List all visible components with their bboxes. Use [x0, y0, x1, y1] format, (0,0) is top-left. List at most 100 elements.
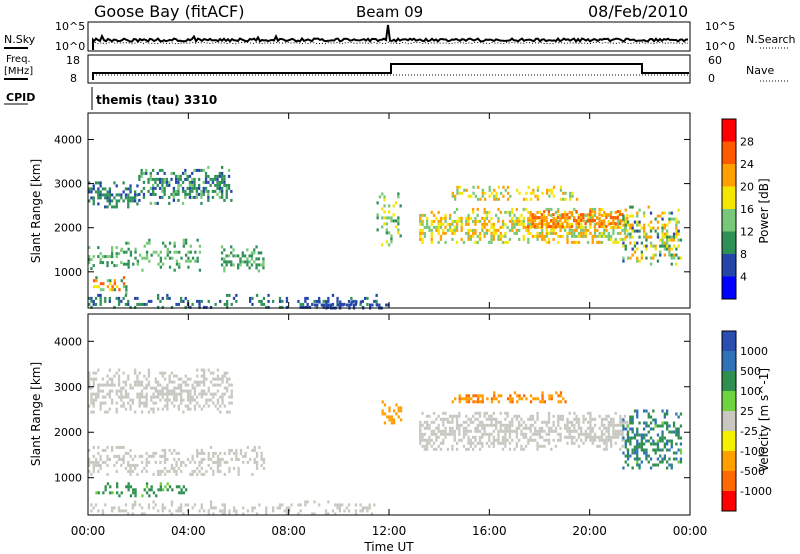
- range-gate-cell: [166, 395, 169, 399]
- range-gate-cell: [203, 305, 206, 309]
- range-gate-cell: [347, 299, 351, 303]
- range-gate-cell: [226, 305, 229, 309]
- range-gate-cell: [180, 460, 183, 464]
- velocity-y-axis-label: Slant Range [km]: [29, 362, 43, 466]
- range-gate-cell: [663, 421, 666, 425]
- range-gate-cell: [621, 429, 624, 433]
- range-gate-cell: [570, 222, 574, 226]
- range-gate-cell: [531, 414, 535, 418]
- range-gate-cell: [605, 444, 608, 448]
- range-gate-cell: [520, 429, 523, 433]
- range-gate-cell: [350, 300, 353, 304]
- range-gate-cell: [184, 404, 187, 408]
- range-gate-cell: [481, 426, 484, 430]
- range-gate-cell: [246, 257, 249, 261]
- range-gate-cell: [435, 225, 438, 229]
- range-gate-cell: [99, 457, 102, 461]
- range-gate-cell: [451, 231, 454, 235]
- range-gate-cell: [647, 430, 650, 434]
- range-gate-cell: [108, 199, 111, 203]
- noise-panel-frame: [87, 21, 691, 52]
- velocity-scatter: [88, 368, 683, 516]
- range-gate-cell: [529, 426, 532, 430]
- range-gate-cell: [488, 423, 491, 427]
- range-gate-cell: [670, 445, 673, 449]
- range-gate-cell: [158, 180, 162, 184]
- range-gate-cell: [485, 213, 489, 217]
- range-gate-cell: [513, 213, 516, 217]
- range-gate-cell: [177, 383, 180, 387]
- range-gate-cell: [559, 216, 562, 220]
- range-gate-cell: [568, 411, 571, 415]
- range-gate-cell: [191, 454, 194, 458]
- power-colorbar-tick: 28: [740, 136, 754, 149]
- range-gate-cell: [437, 228, 440, 232]
- range-gate-cell: [631, 466, 634, 470]
- range-gate-cell: [216, 469, 220, 473]
- range-gate-cell: [529, 400, 533, 404]
- range-gate-cell: [373, 503, 376, 507]
- range-gate-cell: [306, 500, 309, 504]
- range-gate-cell: [106, 199, 109, 203]
- range-gate-cell: [142, 186, 146, 190]
- range-gate-cell: [636, 214, 639, 218]
- range-gate-cell: [173, 374, 176, 378]
- range-gate-cell: [619, 225, 622, 229]
- range-gate-cell: [147, 299, 151, 303]
- range-gate-cell: [175, 392, 178, 396]
- range-gate-cell: [626, 457, 630, 461]
- range-gate-cell: [216, 466, 220, 470]
- range-gate-cell: [465, 420, 468, 424]
- range-gate-cell: [163, 472, 167, 476]
- range-gate-cell: [180, 299, 183, 303]
- range-gate-cell: [163, 171, 166, 175]
- range-gate-cell: [661, 226, 664, 230]
- range-gate-cell: [104, 410, 107, 414]
- range-gate-cell: [449, 225, 452, 229]
- range-gate-cell: [465, 429, 468, 433]
- range-gate-cell: [154, 395, 157, 399]
- range-gate-cell: [124, 196, 128, 200]
- range-gate-cell: [527, 222, 530, 226]
- range-gate-cell: [472, 400, 475, 404]
- range-gate-cell: [127, 401, 130, 405]
- range-gate-cell: [94, 296, 98, 300]
- range-gate-cell: [129, 250, 133, 254]
- range-gate-cell: [216, 192, 219, 196]
- range-gate-cell: [170, 503, 174, 507]
- range-gate-cell: [164, 244, 167, 248]
- range-gate-cell: [104, 401, 107, 405]
- range-gate-cell: [97, 246, 100, 250]
- range-gate-cell: [157, 389, 160, 393]
- range-gate-cell: [120, 398, 123, 402]
- range-gate-cell: [672, 424, 676, 428]
- range-gate-cell: [111, 377, 114, 381]
- range-gate-cell: [171, 488, 174, 492]
- range-gate-cell: [195, 192, 198, 196]
- range-gate-cell: [469, 216, 472, 220]
- range-gate-cell: [474, 222, 477, 226]
- range-gate-cell: [94, 190, 98, 194]
- range-gate-cell: [221, 186, 224, 190]
- range-gate-cell: [134, 296, 137, 300]
- range-gate-cell: [180, 386, 183, 390]
- range-gate-cell: [543, 420, 546, 424]
- y-tick-label: 3000: [54, 381, 82, 394]
- range-gate-cell: [371, 303, 374, 307]
- range-gate-cell: [111, 383, 114, 387]
- range-gate-cell: [150, 407, 153, 411]
- range-gate-cell: [381, 412, 384, 416]
- range-gate-cell: [260, 457, 263, 461]
- range-gate-cell: [88, 246, 91, 250]
- range-gate-cell: [246, 260, 249, 264]
- range-gate-cell: [88, 187, 91, 191]
- range-gate-cell: [536, 197, 540, 201]
- range-gate-cell: [157, 509, 160, 513]
- range-gate-cell: [444, 216, 447, 220]
- range-gate-cell: [397, 219, 400, 223]
- range-gate-cell: [672, 244, 676, 248]
- power-colorbar-swatch: [722, 164, 736, 187]
- range-gate-cell: [186, 377, 190, 381]
- range-gate-cell: [154, 377, 157, 381]
- range-gate-cell: [600, 432, 604, 436]
